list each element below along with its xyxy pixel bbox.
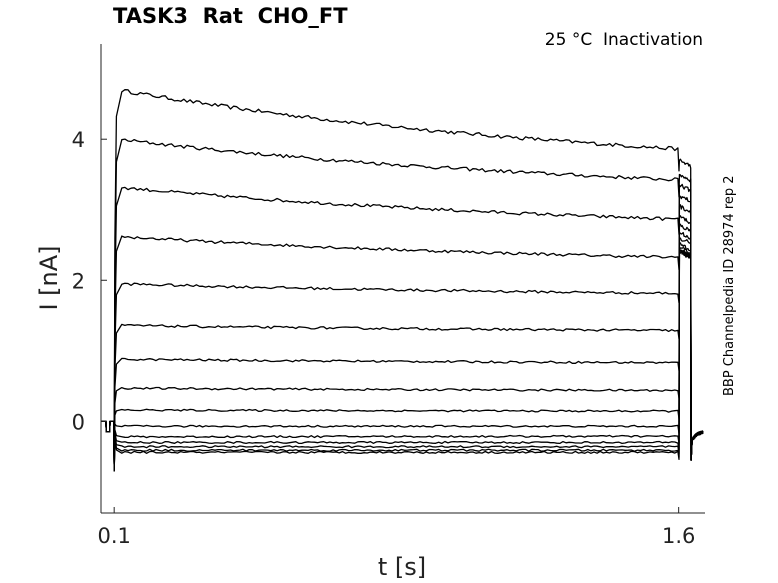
chart-title: TASK3 Rat CHO_FT: [113, 4, 348, 28]
trace-group: [101, 89, 704, 472]
x-tick-label: 0.1: [97, 524, 130, 548]
y-tick-label: 2: [72, 269, 85, 293]
tick-group: 0 2 4 0.1 1.6: [72, 128, 696, 548]
x-axis-label: t [s]: [378, 553, 426, 581]
current-trace: [101, 231, 704, 472]
y-tick-label: 0: [72, 410, 85, 434]
y-tick-label: 4: [72, 128, 85, 152]
current-trace: [101, 237, 704, 472]
current-trace: [101, 215, 704, 472]
current-trace: [101, 89, 704, 472]
current-trace: [101, 248, 704, 472]
current-trace: [101, 223, 704, 472]
current-trace: [101, 183, 704, 472]
current-trace: [101, 250, 704, 472]
current-trace: [101, 194, 704, 472]
current-trace: [101, 204, 704, 472]
y-axis-label: I [nA]: [35, 245, 63, 310]
current-trace: [101, 138, 704, 472]
current-trace: [101, 249, 704, 472]
current-trace: [101, 242, 704, 472]
current-trace: [101, 250, 704, 472]
current-trace: [101, 246, 704, 472]
x-tick-label: 1.6: [662, 524, 695, 548]
chart-subtitle: 25 °C Inactivation: [544, 30, 703, 50]
